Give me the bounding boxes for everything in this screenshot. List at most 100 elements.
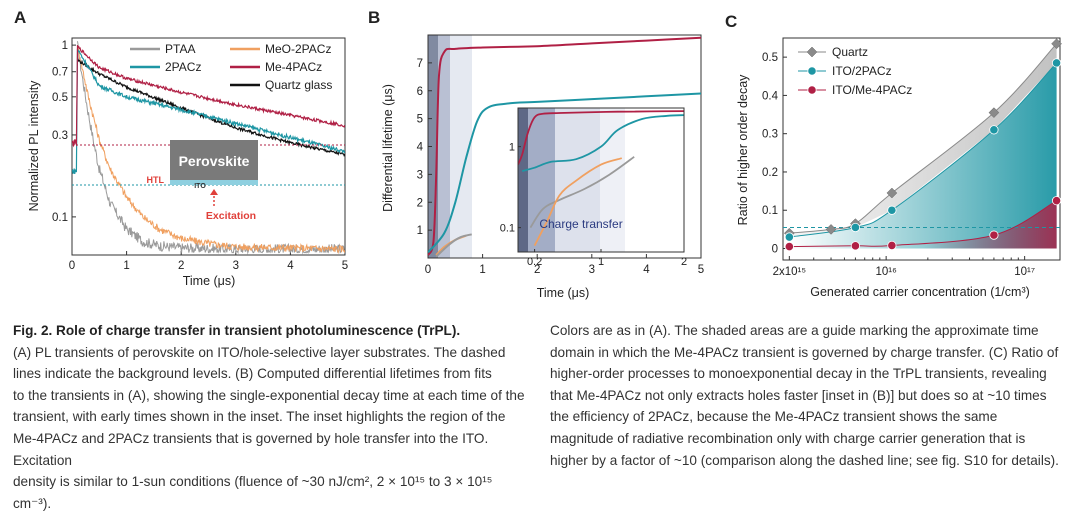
x-axis-label: Generated carrier concentration (1/cm³) [810, 285, 1030, 299]
ito-label: ITO [194, 183, 206, 190]
x-tick-label: 10¹⁷ [1014, 266, 1035, 278]
x-tick-label: 5 [342, 260, 348, 272]
y-tick-label: 0.7 [52, 67, 68, 79]
caption-title: Fig. 2. Role of charge transfer in trans… [13, 323, 461, 338]
x-tick-label: 4 [287, 260, 294, 272]
legend: PTAA MeO-2PACz 2PACz Me-4PACz Quartz glass [130, 42, 332, 92]
x-tick-label: 2 [178, 260, 184, 272]
y-tick-label: 1 [62, 40, 68, 52]
legend-label: Quartz glass [265, 78, 332, 92]
caption-right: Colors are as in (A). The shaded areas a… [550, 320, 1070, 471]
shade-dark [428, 35, 438, 258]
x-tick-label: 4 [643, 264, 650, 276]
series-line-me-4pacz [428, 36, 701, 256]
y-tick-label: 0.4 [762, 90, 779, 102]
y-tick-label: 1 [417, 225, 423, 237]
fit-line-ito-2pacz [789, 62, 1057, 238]
data-point-ito-me-4pacz [850, 241, 861, 251]
inset-shade-mid [528, 108, 555, 252]
inset-x-tick-label: 1 [598, 256, 604, 268]
x-tick-label: 5 [698, 264, 704, 276]
x-axis-label: Time (μs) [537, 286, 590, 300]
y-tick-label: 6 [417, 86, 423, 98]
series-line-meo-2pacz [77, 45, 345, 255]
inset-shade-dark [518, 108, 528, 252]
caption-line: Me-4PACz and 2PACz transients that is go… [13, 430, 489, 468]
inset-label: Charge transfer [539, 217, 622, 231]
series-line-me-4pacz [72, 44, 345, 148]
x-tick-label: 0 [425, 264, 431, 276]
legend-marker [807, 66, 817, 76]
series-line-ptaa [435, 233, 472, 258]
panel-letter-a: A [14, 8, 27, 27]
x-tick-label: 2 [534, 264, 540, 276]
x-tick-label: 3 [589, 264, 595, 276]
excitation-label: Excitation [206, 210, 256, 222]
plot-frame [782, 37, 1061, 261]
y-tick-label: 0.1 [52, 212, 68, 224]
data-point-ito-2pacz [989, 125, 999, 135]
inset-line-me-4pacz [518, 110, 684, 165]
perovskite-layer [170, 140, 258, 180]
legend-marker [806, 46, 818, 58]
x-tick-label: 0 [69, 260, 75, 272]
excitation-arrowhead [210, 189, 218, 195]
panel-letter-b: B [368, 8, 381, 27]
data-point-quartz [886, 187, 898, 199]
data-point-quartz [825, 224, 837, 235]
y-tick-label: 3 [417, 169, 423, 181]
inset-line-2pacz [521, 114, 684, 172]
data-point-quartz [1051, 38, 1062, 50]
caption-line: the efficiency of 2PACz, because the Me-… [550, 409, 998, 425]
series-line-2pacz [428, 92, 701, 254]
panel-a-chart: 0 1 2 3 4 5 1 0.7 0.5 0.3 0.1 Perovskite HTL ITO E… [27, 37, 348, 288]
device-schematic: Perovskite HTL ITO Excitation [147, 140, 258, 222]
x-tick-label: 2x10¹⁵ [773, 266, 807, 278]
y-tick-label: 0.3 [762, 129, 778, 141]
htl-layer [170, 180, 258, 185]
legend-label: ITO/Me-4PACz [832, 83, 912, 97]
y-tick-label: 0.5 [762, 52, 778, 64]
caption-left: Fig. 2. Role of charge transfer in trans… [13, 320, 533, 514]
caption-line: lines indicate the background levels. (B… [13, 366, 492, 382]
data-point-ito-2pacz [1051, 58, 1062, 68]
x-tick-label: 1 [479, 264, 485, 276]
inset-y-tick-label: 0.1 [500, 223, 515, 235]
caption-line: higher-order processes to monoexponentia… [550, 366, 1047, 382]
x-tick-label: 1 [123, 260, 129, 272]
shade-mid [438, 35, 450, 258]
y-tick-label: 0.5 [52, 92, 68, 104]
series-line-2pacz [72, 48, 345, 175]
legend-label: Me-4PACz [265, 60, 322, 74]
legend-label: 2PACz [165, 60, 201, 74]
data-point-ito-me-4pacz [784, 242, 794, 252]
legend-label: PTAA [165, 42, 195, 56]
data-point-ito-2pacz [784, 232, 794, 242]
htl-label: HTL [147, 175, 165, 185]
legend-label: Quartz [832, 45, 868, 59]
y-tick-label: 0 [772, 244, 778, 256]
caption-line: transient, with early times shown in the… [13, 409, 506, 425]
data-point-ito-2pacz [887, 205, 897, 215]
y-tick-label: 0.1 [762, 205, 778, 217]
caption-line: that Me-4PACz not only extracts holes fa… [550, 387, 1047, 403]
data-point-ito-me-4pacz [989, 230, 999, 240]
plot-frame [71, 37, 346, 256]
y-tick-label: 7 [417, 58, 423, 70]
inset-x-tick-label: 0.2 [527, 256, 542, 268]
y-axis-label: Normalized PL intensity [27, 80, 41, 212]
legend-label: ITO/2PACz [832, 64, 892, 78]
x-tick-label: 10¹⁶ [875, 266, 897, 278]
y-tick-label: 0.2 [762, 167, 778, 179]
panel-letter-c: C [725, 12, 738, 31]
caption-line: to the transients in (A), showing the si… [13, 387, 525, 403]
caption-line: (A) PL transients of perovskite on ITO/h… [13, 344, 506, 360]
inset-shade-lighter [600, 108, 625, 252]
caption-line: Colors are as in (A). The shaded areas a… [550, 323, 1039, 338]
caption-line: density is similar to 1-sun conditions (… [13, 474, 493, 511]
inset-line-ptaa [529, 156, 635, 229]
data-point-quartz [988, 107, 1000, 118]
inset-y-tick-label: 1 [509, 142, 515, 154]
y-axis-label: Differential lifetime (μs) [381, 84, 395, 212]
